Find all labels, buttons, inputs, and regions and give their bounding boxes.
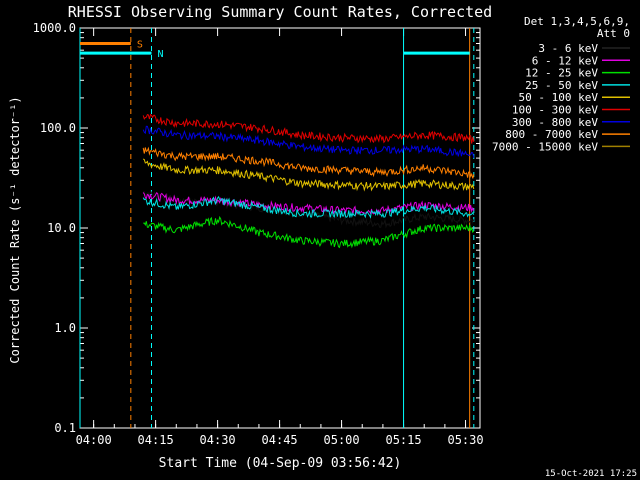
plot-area: 0.1 1.0 10.0 100.0 1000.0 04:00 04:15 04:30 04:4… xyxy=(33,21,484,447)
series-line-1 xyxy=(142,192,475,216)
y-tick-label: 100.0 xyxy=(40,121,76,135)
legend-label: 50 - 100 keV xyxy=(519,91,599,104)
chart-marks: SN xyxy=(79,28,475,428)
x-axis-label: Start Time (04-Sep-09 03:56:42) xyxy=(159,456,402,471)
legend-label: 6 - 12 keV xyxy=(532,54,599,67)
legend-label: 3 - 6 keV xyxy=(538,42,598,55)
x-tick-label: 04:00 xyxy=(76,433,112,447)
footer-timestamp: 15-Oct-2021 17:25 xyxy=(545,469,637,479)
x-tick-label: 04:45 xyxy=(262,433,298,447)
y-tick-label: 1.0 xyxy=(54,321,76,335)
annotation-label-n: N xyxy=(157,49,163,60)
x-tick-label: 05:15 xyxy=(385,433,421,447)
x-tick-label: 04:15 xyxy=(138,433,174,447)
annotation-label-s: S xyxy=(137,39,143,50)
legend-header-1: Det 1,3,4,5,6,9, xyxy=(524,15,630,28)
series-line-5 xyxy=(142,113,475,144)
series-line-7 xyxy=(142,146,475,179)
series-line-2 xyxy=(143,215,475,249)
chart-title: RHESSI Observing Summary Count Rates, Co… xyxy=(68,3,492,21)
y-tick-label: 0.1 xyxy=(54,421,76,435)
legend-header-2: Att 0 xyxy=(597,27,630,40)
legend-label: 12 - 25 keV xyxy=(525,67,598,80)
y-axis-label: Corrected Count Rate (s⁻¹ detector⁻¹) xyxy=(8,96,22,363)
y-tick-label: 10.0 xyxy=(47,221,76,235)
series-line-3 xyxy=(142,195,475,219)
x-tick-label: 05:00 xyxy=(324,433,360,447)
series-line-4 xyxy=(142,158,475,192)
legend-label: 300 - 800 keV xyxy=(512,116,598,129)
legend-label: 800 - 7000 keV xyxy=(505,128,598,141)
legend-label: 7000 - 15000 keV xyxy=(492,140,598,153)
legend-label: 100 - 300 keV xyxy=(512,104,598,117)
legend-label: 25 - 50 keV xyxy=(525,79,598,92)
y-tick-label: 1000.0 xyxy=(33,21,76,35)
series-line-6 xyxy=(142,125,475,158)
x-tick-label: 04:30 xyxy=(200,433,236,447)
x-tick-label: 05:30 xyxy=(447,433,483,447)
